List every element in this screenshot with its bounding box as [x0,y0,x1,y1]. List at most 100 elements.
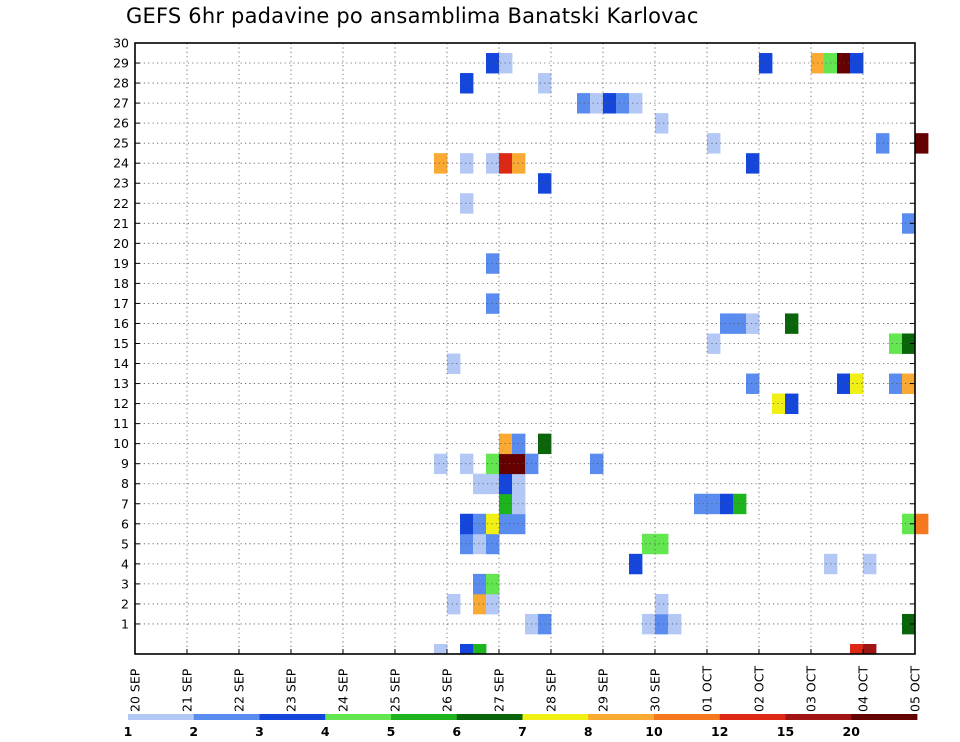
heatmap-cell [850,643,864,655]
y-tick-label: 16 [113,316,129,331]
x-tick-label: 29 SEP [596,668,611,712]
x-tick-label: 04 OCT [856,666,871,712]
heatmap-cell [473,593,487,615]
heatmap-cell [720,493,734,515]
y-tick-label: 27 [113,96,129,111]
y-tick-label: 25 [113,136,129,151]
heatmap-cell [447,353,461,374]
grid-lines [135,42,915,654]
colorbar-label: 8 [584,724,593,739]
y-tick-label: 6 [121,516,129,531]
x-tick-label: 03 OCT [804,666,819,712]
x-tick-label: 25 SEP [388,668,403,712]
y-tick-label: 29 [113,56,129,71]
heatmap-cell [486,533,500,555]
colorbar-swatch [259,714,326,720]
heatmap-cell [642,533,656,555]
colorbar-label: 20 [843,724,861,739]
heatmap-cell [668,613,682,635]
heatmap-cell [759,53,773,74]
x-axis: 20 SEP 21 SEP 22 SEP 23 SEP 24 SEP 25 SEP 26 S… [128,649,923,712]
heatmap-cell [590,93,604,114]
heatmap-cell [590,453,604,475]
y-tick-label: 11 [113,416,129,431]
heatmap-cell [434,643,448,655]
colorbar: 1 2 3 4 5 6 7 8 10 12 15 20 [124,714,918,739]
heatmap-cell [642,613,656,635]
x-tick-label: 27 SEP [492,668,507,712]
y-tick-label: 10 [113,436,129,451]
y-tick-label: 30 [113,36,129,51]
heatmap-cell [473,513,487,535]
colorbar-swatch [719,714,786,720]
heatmap-cell [460,453,474,475]
heatmap-cell [486,153,500,174]
y-tick-label: 7 [121,496,129,511]
heatmap-cell [746,373,760,394]
y-tick-label: 4 [121,556,129,571]
heatmap-cell [473,473,487,495]
heatmap-cell [447,593,461,615]
x-tick-label: 21 SEP [180,668,195,712]
heatmap-cell [694,493,708,515]
heatmap-cell [876,133,890,154]
y-tick-label: 3 [121,576,129,591]
y-tick-label: 15 [113,336,129,351]
heatmap-cell [746,153,760,174]
heatmap-cell [486,453,500,475]
colorbar-label: 6 [452,724,461,739]
heatmap-cell [434,153,448,174]
heatmap-cell [707,333,721,354]
heatmap-cell [486,473,500,495]
heatmap-cell [863,643,877,655]
x-tick-label: 28 SEP [544,668,559,712]
heatmap-cell [733,313,747,334]
heatmap-cell [902,513,916,535]
x-tick-label: 22 SEP [232,668,247,712]
x-tick-label: 23 SEP [284,668,299,712]
colorbar-swatch [785,714,852,720]
colorbar-swatch [456,714,523,720]
x-tick-label: 02 OCT [752,666,767,712]
heatmap-cell [902,613,916,635]
x-tick-label: 05 OCT [908,666,923,712]
y-tick-label: 28 [113,76,129,91]
heatmap-cell [473,533,487,555]
y-tick-label: 12 [113,396,129,411]
y-tick-label: 18 [113,276,129,291]
colorbar-swatch [325,714,392,720]
y-tick-label: 1 [121,616,129,631]
y-axis: 1234567891011121314151617181920212223242… [113,36,915,631]
x-tick-label: 24 SEP [336,668,351,712]
heatmap-cell [460,73,474,94]
heatmap-cell [655,593,669,615]
heatmap-cell [616,93,630,114]
colorbar-swatch [851,714,918,720]
colorbar-label: 4 [321,724,330,739]
heatmap-cell [486,573,500,595]
chart-title: GEFS 6hr padavine po ansamblima Banatski… [126,4,699,28]
colorbar-swatch [391,714,458,720]
heatmap-cell [486,293,500,314]
heatmap-cell [486,253,500,274]
x-tick-label: 20 SEP [128,668,143,712]
colorbar-swatch [193,714,260,720]
colorbar-label: 15 [777,724,794,739]
heatmap-cell [720,313,734,334]
heatmap-cell [655,533,669,555]
heatmap-cell [577,93,591,114]
y-tick-label: 14 [113,356,129,371]
heatmap-cell [434,453,448,475]
heatmap-cell [486,513,500,535]
heatmap-cell [733,493,747,515]
heatmap-cell [603,93,617,114]
y-tick-label: 2 [121,596,129,611]
y-tick-label: 17 [113,296,129,311]
y-tick-label: 13 [113,376,129,391]
colorbar-label: 1 [124,724,133,739]
colorbar-label: 12 [711,724,728,739]
heatmap-cell [655,613,669,635]
y-tick-label: 8 [121,476,129,491]
plot-frame [134,42,916,655]
